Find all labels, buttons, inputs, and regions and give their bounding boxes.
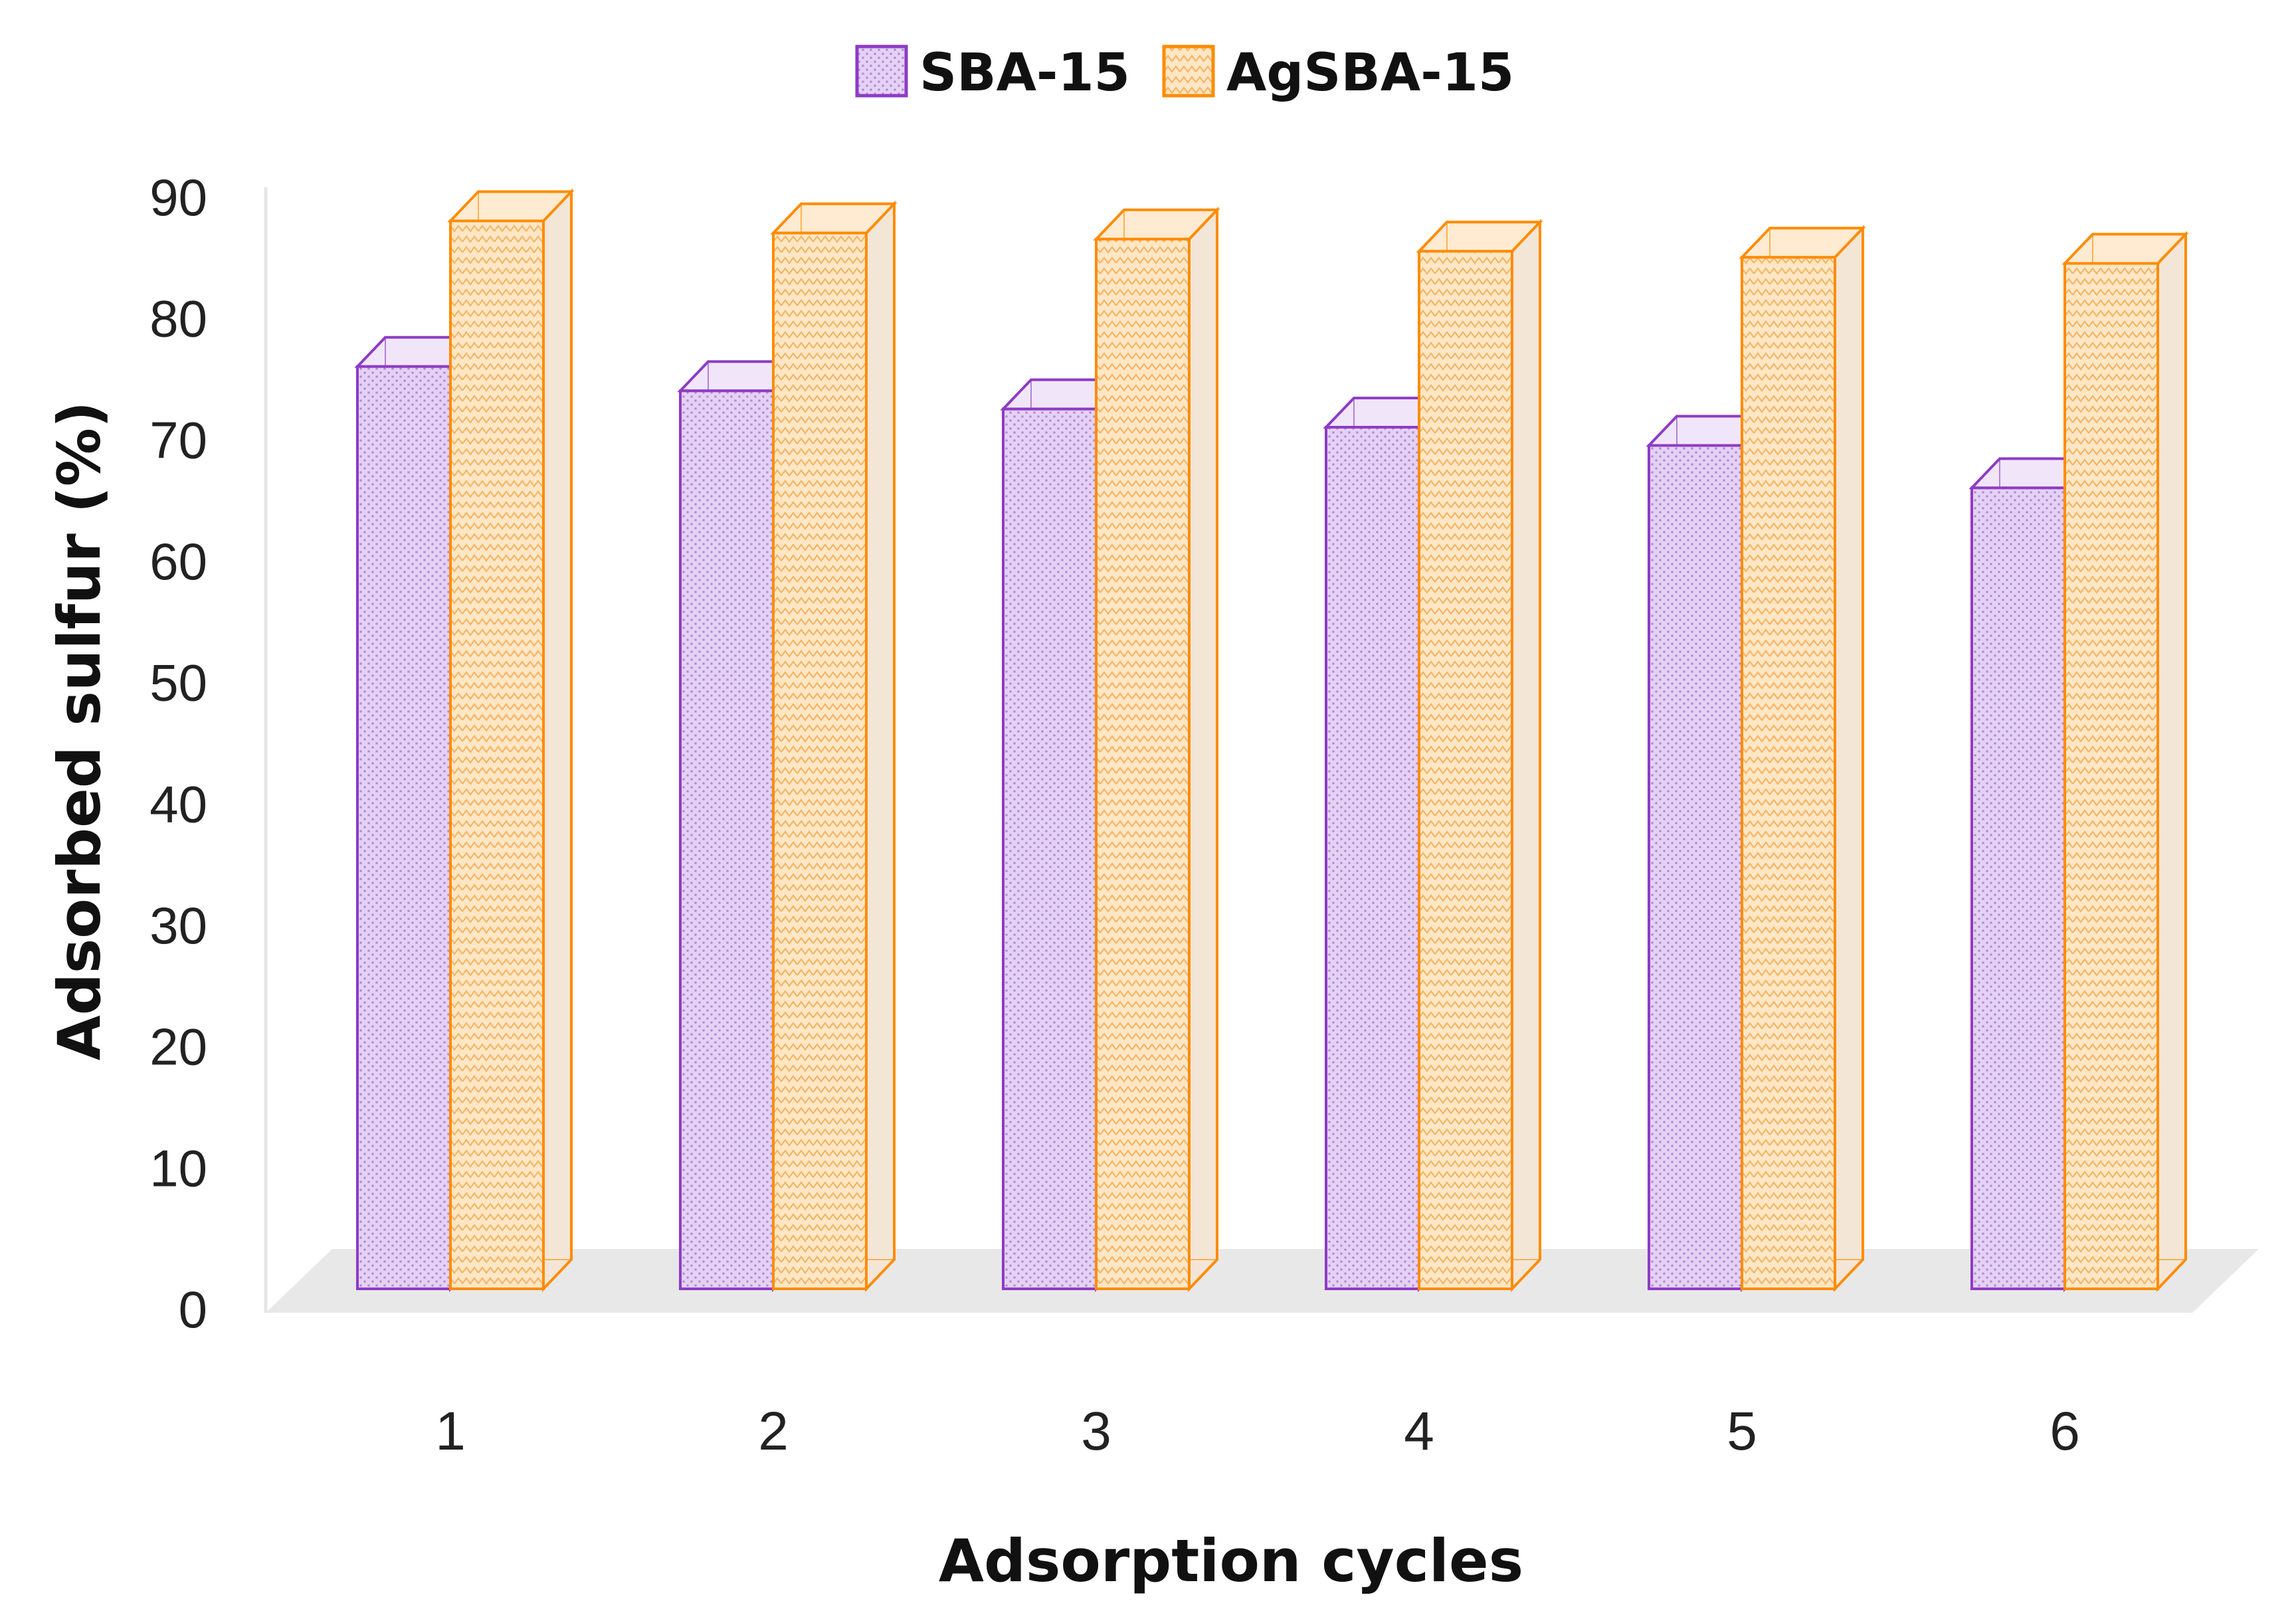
bar-front-face	[1418, 250, 1513, 1291]
x-tick-label: 4	[1404, 1401, 1434, 1462]
bar-front-face	[772, 231, 868, 1290]
x-axis-title: Adsorption cycles	[939, 1527, 1523, 1595]
bar-front-face	[1648, 444, 1743, 1290]
bar-side-face	[1834, 225, 1864, 1292]
bar-front-face	[1002, 407, 1098, 1291]
bar-side-face	[542, 188, 573, 1292]
bar-agsba15-cycle-5	[1739, 225, 1866, 1292]
bar-front-face	[2063, 262, 2159, 1290]
bar-agsba15-cycle-6	[2061, 231, 2189, 1292]
x-tick-label: 6	[2050, 1401, 2080, 1462]
bar-front-face	[679, 389, 775, 1290]
bar-front-face	[1325, 426, 1420, 1290]
bar-agsba15-cycle-1	[447, 188, 575, 1292]
y-tick-label: 10	[149, 1139, 207, 1197]
y-tick-label: 60	[149, 532, 207, 591]
legend-label-sba15: SBA-15	[919, 43, 1130, 103]
x-tick-label: 1	[435, 1401, 466, 1462]
bar-side-face	[2156, 231, 2187, 1292]
y-tick-label: 30	[149, 896, 207, 955]
bar-side-face	[865, 200, 896, 1292]
bars-group	[354, 188, 2189, 1292]
bar-front-face	[1970, 486, 2066, 1290]
y-tick-label: 70	[149, 411, 207, 469]
legend-swatch-agsba15	[1162, 45, 1215, 98]
y-axis-title: Adsorbed sulfur (%)	[45, 401, 114, 1060]
y-axis-ticks: 0 10 20 30 40 50 60 70 80 90	[149, 168, 207, 1339]
bar-agsba15-cycle-4	[1416, 219, 1543, 1292]
y-tick-label: 40	[149, 775, 207, 833]
x-axis-labels: 1 2 3 4 5 6	[435, 1401, 2080, 1462]
bar-side-face	[1188, 206, 1218, 1292]
y-tick-label: 0	[179, 1280, 207, 1339]
bar-front-face	[356, 365, 452, 1291]
bar-agsba15-cycle-2	[770, 200, 898, 1292]
bar-front-face	[1095, 237, 1191, 1290]
bar-front-face	[1741, 256, 1836, 1290]
y-tick-label: 80	[149, 290, 207, 348]
x-tick-label: 5	[1727, 1401, 1757, 1462]
y-tick-label: 20	[149, 1018, 207, 1076]
x-tick-label: 2	[758, 1401, 789, 1462]
legend-swatch-sba15	[855, 45, 908, 98]
bar-front-face	[449, 219, 545, 1290]
bar-agsba15-cycle-3	[1093, 206, 1220, 1292]
y-tick-label: 90	[149, 168, 207, 227]
legend-label-agsba15: AgSBA-15	[1226, 43, 1514, 103]
legend: SBA-15 AgSBA-15	[855, 43, 1514, 103]
y-tick-label: 50	[149, 654, 207, 712]
bar-side-face	[1511, 219, 1541, 1292]
x-tick-label: 3	[1081, 1401, 1111, 1462]
